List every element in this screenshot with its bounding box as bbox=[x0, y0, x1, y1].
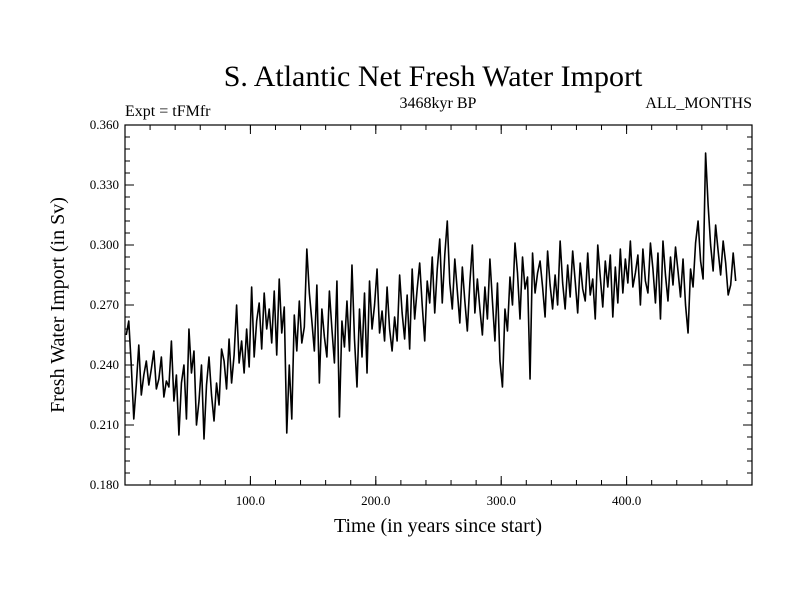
y-axis-label: Fresh Water Import (in Sv) bbox=[47, 197, 69, 413]
y-tick-label: 0.300 bbox=[90, 237, 119, 252]
subtitle-months: ALL_MONTHS bbox=[645, 95, 752, 112]
y-tick-label: 0.360 bbox=[90, 117, 119, 132]
plot-frame bbox=[124, 124, 753, 486]
y-tick-label: 0.180 bbox=[90, 477, 119, 492]
y-tick-label: 0.330 bbox=[90, 177, 119, 192]
chart-title: S. Atlantic Net Fresh Water Import bbox=[224, 60, 643, 93]
y-tick-label: 0.240 bbox=[90, 357, 119, 372]
data-series-line bbox=[125, 152, 737, 440]
x-tick-label: 200.0 bbox=[361, 493, 390, 508]
subtitle-period: 3468kyr BP bbox=[400, 95, 477, 112]
subtitle-experiment: Expt = tFMfr bbox=[125, 103, 211, 120]
x-axis-label: Time (in years since start) bbox=[334, 515, 542, 537]
y-tick-label: 0.210 bbox=[90, 417, 119, 432]
x-tick-label: 100.0 bbox=[236, 493, 265, 508]
x-tick-label: 400.0 bbox=[612, 493, 641, 508]
x-tick-label: 300.0 bbox=[487, 493, 516, 508]
y-tick-label: 0.270 bbox=[90, 297, 119, 312]
x-axis-ticks: 100.0 200.0 300.0 400.0 bbox=[149, 125, 728, 508]
y-axis-ticks: 0.180 0.210 0.240 0.270 0.300 0.330 0.360 bbox=[90, 117, 752, 492]
